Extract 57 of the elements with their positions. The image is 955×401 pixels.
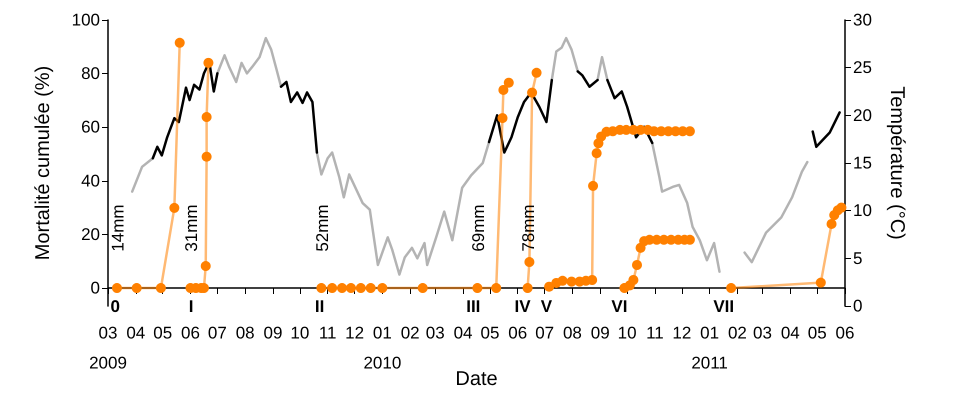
annotation: VI — [611, 297, 628, 316]
x-tick-label: 02 — [400, 324, 420, 342]
x-axis-title: Date — [455, 368, 498, 390]
x-tick-label: 04 — [126, 324, 146, 342]
y-tick-label: 40 — [81, 171, 100, 190]
x-tick-label: 06 — [181, 324, 200, 342]
x-tick-label: 03 — [753, 324, 772, 342]
x-tick-label: 01 2011 — [691, 324, 728, 372]
y2-axis-title: Température (°C) — [886, 86, 908, 240]
x-tick-label: 05 — [808, 324, 827, 342]
y-tick-label: 80 — [81, 64, 100, 84]
x-tick-label: 04 — [780, 324, 800, 342]
annotation: 52mm — [312, 204, 332, 252]
x-tick-label: 09 — [264, 324, 282, 342]
y-tick-label: 0 — [90, 278, 100, 298]
annotation: 31mm — [182, 204, 201, 252]
y-axis-title: Mortalité cumulée (%) — [32, 66, 54, 260]
x-tick-label: 12 — [672, 324, 692, 342]
annotation: V — [540, 297, 553, 316]
y-tick-label: 100 — [72, 10, 100, 30]
x-tick-label: 12 — [345, 324, 364, 342]
x-tick-label: 02 — [728, 324, 747, 342]
y2-tick-label: 30 — [853, 10, 872, 30]
y2-tick-label: 20 — [853, 106, 872, 125]
x-tick-label: 01 2010 — [363, 324, 402, 372]
x-tick-label: 06 — [508, 324, 528, 342]
annotation: 0 — [110, 297, 120, 316]
annotation: 78mm — [519, 204, 538, 252]
x-tick-label: 07 — [535, 324, 554, 342]
x-tick-label: 08 — [236, 324, 255, 342]
y2-tick-label: 10 — [853, 201, 872, 220]
x-tick-label: 07 — [208, 324, 227, 342]
annotation: 69mm — [468, 204, 488, 252]
annotation: III — [466, 297, 480, 316]
x-tick-label: 06 — [836, 324, 854, 342]
y2-tick-label: 15 — [853, 154, 872, 172]
x-tick-label: 05 — [153, 324, 172, 342]
y2-tick-label: 0 — [853, 296, 862, 316]
x-tick-label: 03 2009 — [89, 324, 127, 372]
y-tick-label: 20 — [81, 224, 100, 244]
x-tick-label: 11 — [318, 324, 336, 342]
x-tick-label: 05 — [480, 324, 500, 342]
y2-tick-label: 25 — [853, 58, 872, 78]
y2-tick-label: 5 — [853, 248, 862, 268]
annotation: II — [314, 297, 324, 316]
annotation: 14mm — [108, 204, 128, 252]
annotation: I — [188, 297, 194, 316]
x-tick-label: 09 — [590, 324, 610, 342]
y-tick-label: 60 — [81, 118, 100, 137]
x-tick-label: 03 — [426, 324, 445, 342]
x-tick-label: 10 — [290, 324, 310, 342]
annotation: IV — [514, 297, 532, 316]
x-tick-label: 04 — [454, 324, 473, 342]
x-tick-label: 11 — [646, 324, 664, 342]
annotation: VII — [713, 297, 734, 316]
x-tick-label: 10 — [618, 324, 637, 342]
x-tick-label: 08 — [562, 324, 582, 342]
